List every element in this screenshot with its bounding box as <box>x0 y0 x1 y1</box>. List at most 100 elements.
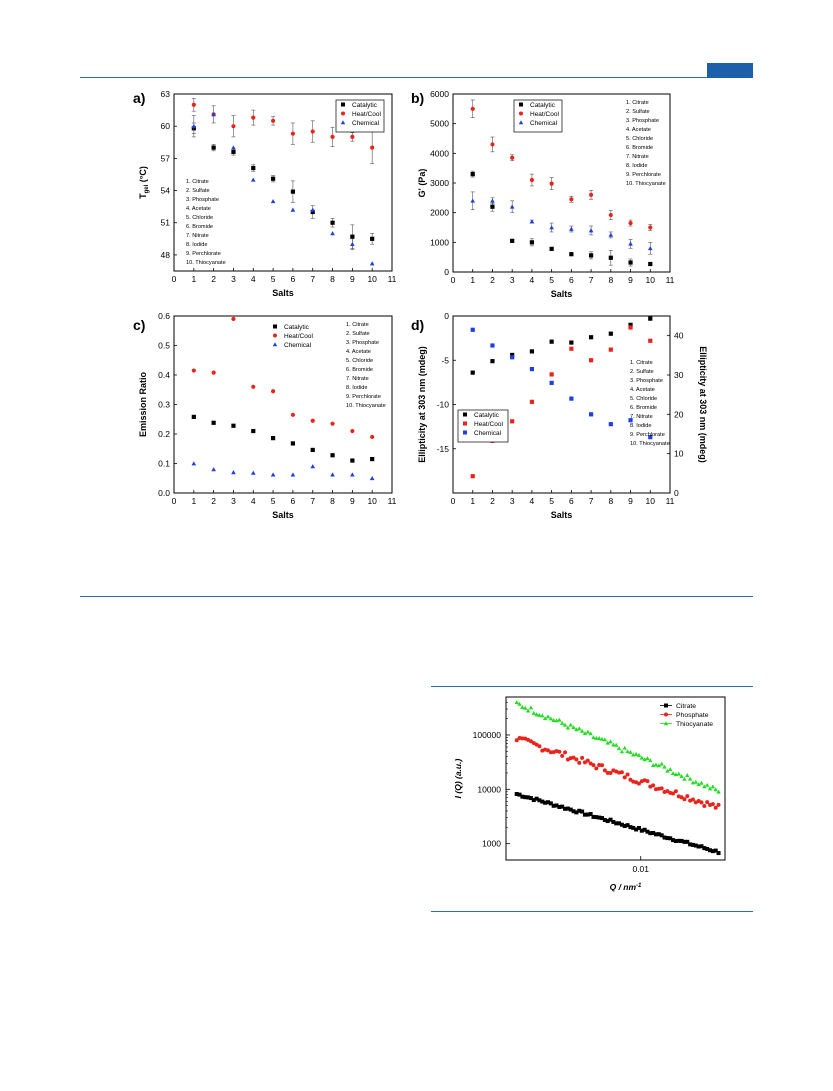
data-point <box>696 782 701 787</box>
data-point <box>582 731 588 736</box>
data-point <box>529 219 535 224</box>
data-point <box>270 472 276 477</box>
data-point <box>659 761 664 766</box>
salt-list-item: 5. Chloride <box>346 358 373 364</box>
data-point <box>490 359 495 364</box>
y-tick-label: 5000 <box>430 119 449 129</box>
data-point <box>568 722 573 727</box>
data-point <box>608 422 613 427</box>
x-axis-label: Salts <box>551 510 573 520</box>
data-point <box>510 419 515 424</box>
y-right-tick-label: 10 <box>674 449 684 459</box>
data-point <box>710 849 715 854</box>
data-point <box>648 261 653 267</box>
data-point <box>705 800 710 805</box>
data-point <box>470 198 476 203</box>
data-point <box>548 801 553 806</box>
salt-list-item: 2. Sulfate <box>186 188 210 194</box>
y-axis-label: Emission Ratio <box>138 371 148 437</box>
x-axis-label: Q / nm-1 <box>610 882 642 892</box>
legend-marker <box>519 102 523 107</box>
data-point <box>270 389 276 394</box>
data-point <box>628 325 633 330</box>
x-tick-label: 6 <box>569 275 574 285</box>
salt-list-item: 8. Iodide <box>630 423 651 429</box>
data-point <box>565 806 570 811</box>
data-point <box>591 735 596 740</box>
x-tick-label: 1 <box>470 496 475 506</box>
y-tick-label: 4000 <box>430 148 449 158</box>
y-axis-label: Tgel (°C) <box>138 166 150 199</box>
x-tick-label: 5 <box>271 274 276 284</box>
chart-panel-5: 1000 10000 100000 0.01 Q / nm-1 I (Q) (a.u.) C… <box>453 696 726 892</box>
data-point <box>290 207 296 212</box>
salt-list-item: 9. Perchlorate <box>630 432 665 438</box>
data-point <box>654 832 659 837</box>
data-point <box>549 181 554 186</box>
x-axis-label: Salts <box>272 510 294 520</box>
x-tick-label: 0 <box>451 275 456 285</box>
data-point <box>619 822 624 827</box>
x-tick-label: 6 <box>569 496 574 506</box>
data-point <box>369 475 375 481</box>
data-point <box>563 750 568 755</box>
data-point <box>648 338 653 343</box>
data-point <box>628 220 633 226</box>
x-tick-label: 1 <box>191 274 196 284</box>
data-point <box>605 819 610 824</box>
data-point <box>716 802 721 807</box>
salt-list-item: 2. Sulfate <box>346 331 370 337</box>
data-point <box>534 712 539 717</box>
y-tick-label: 6000 <box>430 89 449 99</box>
data-point <box>571 755 576 760</box>
data-point <box>597 815 602 820</box>
data-point <box>679 774 684 778</box>
data-point <box>549 372 554 377</box>
salt-list-item: 4. Acetate <box>630 387 655 393</box>
salt-list-item: 10. Thiocyanate <box>630 441 670 447</box>
data-point <box>270 436 276 441</box>
data-point <box>662 835 667 840</box>
x-tick-label: 0.01 <box>632 864 649 874</box>
data-point <box>591 814 596 819</box>
legend-marker <box>463 421 467 426</box>
data-point <box>619 770 624 775</box>
data-point <box>529 240 535 245</box>
data-point <box>628 241 633 246</box>
data-point <box>656 832 661 837</box>
legend-marker <box>341 102 345 107</box>
data-point <box>350 472 355 477</box>
data-point <box>250 470 256 475</box>
data-point <box>619 749 625 754</box>
legend-entry: Chemical <box>530 120 558 127</box>
data-point <box>617 821 622 826</box>
data-point <box>549 380 554 385</box>
data-point <box>548 750 553 755</box>
x-tick-label: 3 <box>231 496 236 506</box>
y-tick-label: -10 <box>437 400 450 410</box>
data-point <box>616 746 622 751</box>
data-point <box>608 331 613 336</box>
data-point <box>594 766 599 771</box>
x-tick-label: 1 <box>191 496 196 506</box>
data-point <box>682 839 687 844</box>
y-tick-label: 0.5 <box>158 341 170 351</box>
salt-list-item: 3. Phosphate <box>186 197 219 203</box>
data-point <box>543 800 548 805</box>
salt-list-item: 10. Thiocyanate <box>186 260 226 266</box>
data-point <box>705 846 710 851</box>
data-point <box>534 796 539 801</box>
x-tick-label: 9 <box>628 275 633 285</box>
data-point <box>628 825 633 830</box>
data-point <box>625 772 630 777</box>
x-axis-label: Salts <box>272 288 294 298</box>
salt-list-item: 10. Thiocyanate <box>346 403 386 409</box>
x-tick-label: 2 <box>211 274 216 284</box>
data-point <box>510 352 515 358</box>
data-point <box>270 198 276 204</box>
data-point <box>470 106 475 111</box>
data-point <box>625 749 630 754</box>
y-tick-label: 10000 <box>477 784 501 794</box>
legend-entry: Heat/Cool <box>352 111 381 118</box>
